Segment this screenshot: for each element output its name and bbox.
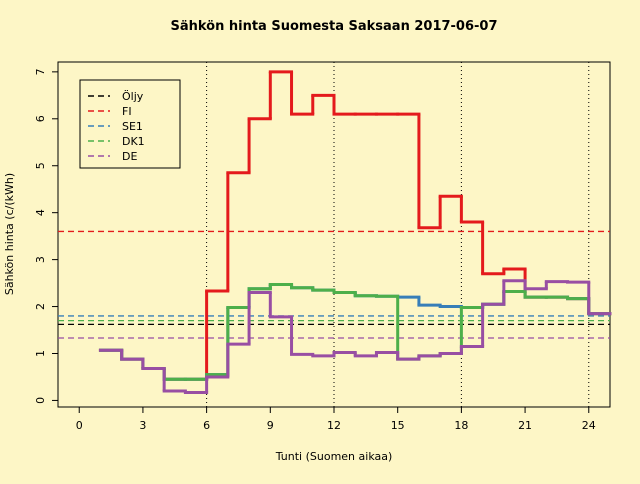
x-tick-label: 21 — [518, 419, 532, 432]
x-tick-label: 15 — [391, 419, 405, 432]
y-tick-label: 4 — [34, 209, 47, 216]
x-tick-label: 18 — [454, 419, 468, 432]
x-tick-label: 12 — [327, 419, 341, 432]
x-tick-label: 6 — [203, 419, 210, 432]
y-tick-label: 6 — [34, 115, 47, 122]
y-tick-label: 7 — [34, 68, 47, 75]
chart-title: Sähkön hinta Suomesta Saksaan 2017-06-07 — [170, 19, 497, 34]
legend-label: SE1 — [122, 120, 143, 133]
legend-box — [79, 79, 181, 169]
x-tick-label: 0 — [76, 419, 83, 432]
y-tick-label: 0 — [34, 397, 47, 404]
y-tick-label: 5 — [34, 162, 47, 169]
legend-label: DE — [122, 150, 137, 163]
y-axis-title: Sähkön hinta (c/(kWh) — [3, 173, 16, 295]
legend-label: FI — [122, 105, 132, 118]
y-tick-label: 3 — [34, 256, 47, 263]
x-tick-label: 9 — [267, 419, 274, 432]
y-tick-label: 2 — [34, 303, 47, 310]
legend-label: Öljy — [122, 90, 144, 103]
legend-label: DK1 — [122, 135, 145, 148]
x-tick-label: 24 — [582, 419, 596, 432]
x-axis-title: Tunti (Suomen aikaa) — [275, 450, 393, 463]
y-tick-label: 1 — [34, 350, 47, 357]
x-tick-label: 3 — [139, 419, 146, 432]
